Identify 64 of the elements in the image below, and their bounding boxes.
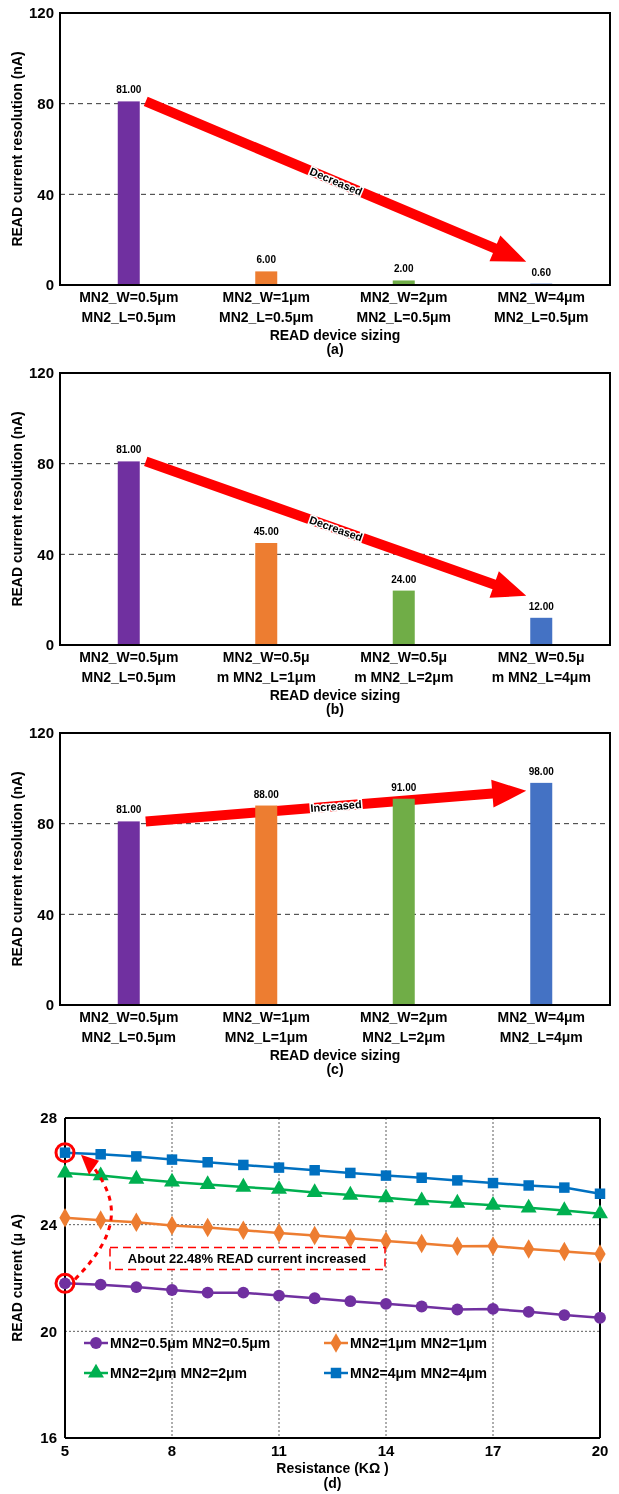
x-axis-title: READ device sizing xyxy=(269,327,401,343)
data-label: 0.60 xyxy=(531,266,552,278)
y-tick-label: 80 xyxy=(37,94,54,112)
data-label: 81.00 xyxy=(116,444,142,456)
data-label: 6.00 xyxy=(256,254,277,266)
data-label: 91.00 xyxy=(391,781,417,793)
data-label: 24.00 xyxy=(391,573,417,585)
y-tick-label: 0 xyxy=(45,996,54,1014)
x-tick-label: MN2_W=0.5μ m MN2_L=2μm xyxy=(354,649,454,685)
y-tick-label: 0 xyxy=(45,636,54,654)
x-tick-label: 14 xyxy=(377,1442,395,1459)
x-tick-label: MN2_W=0.5μm MN2_L=0.5μm xyxy=(79,649,179,685)
y-axis-title: READ current resolution (nA) xyxy=(9,51,25,247)
y-tick-label: 40 xyxy=(37,185,54,203)
data-label: 2.00 xyxy=(394,263,414,275)
annotation: Increased xyxy=(309,797,363,815)
y-tick-label: 120 xyxy=(28,4,54,22)
legend-label: MN2=2μm MN2=2μm xyxy=(110,1364,247,1381)
y-tick-label: 24 xyxy=(40,1215,58,1233)
x-tick-label: MN2_W=0.5μ m MN2_L=4μm xyxy=(491,649,591,685)
x-tick-label: 11 xyxy=(271,1442,287,1459)
x-tick-label: 20 xyxy=(591,1442,609,1459)
x-tick-label: MN2_W=1μm MN2_L=0.5μm xyxy=(218,289,314,325)
text: (c) xyxy=(326,1061,344,1077)
x-tick-label: MN2_W=1μm MN2_L=1μm xyxy=(222,1009,311,1045)
y-tick-label: 16 xyxy=(40,1429,57,1447)
y-tick-label: 28 xyxy=(40,1109,57,1127)
x-tick-label: MN2_W=2μm MN2_L=0.5μm xyxy=(356,289,452,325)
legend-label: MN2=0.5μm MN2=0.5μm xyxy=(110,1334,271,1351)
x-axis-title: READ device sizing xyxy=(269,687,401,703)
legend-label: MN2=1μm MN2=1μm xyxy=(350,1334,487,1351)
text: (d) xyxy=(323,1475,342,1491)
x-tick-label: 5 xyxy=(60,1442,70,1459)
legend-label: MN2=4μm MN2=4μm xyxy=(350,1364,487,1381)
y-tick-label: 40 xyxy=(37,545,54,563)
y-tick-label: 20 xyxy=(40,1322,57,1340)
data-label: 88.00 xyxy=(253,788,280,800)
data-label: 81.00 xyxy=(116,84,142,96)
x-tick-label: MN2_W=0.5μm MN2_L=0.5μm xyxy=(79,1009,179,1045)
text: (b) xyxy=(326,701,344,717)
y-axis-title: READ current (μ A) xyxy=(9,1214,25,1342)
x-axis-title: Resistance (KΩ ) xyxy=(276,1460,389,1476)
data-label: 45.00 xyxy=(253,526,280,537)
data-label: 81.00 xyxy=(116,804,142,816)
x-axis-title: READ device sizing xyxy=(269,1047,401,1063)
y-tick-label: 80 xyxy=(37,454,54,472)
text: (a) xyxy=(326,341,344,357)
y-axis-title: READ current resolution (nA) xyxy=(9,411,25,607)
y-tick-label: 0 xyxy=(45,276,54,294)
y-tick-label: 40 xyxy=(37,905,54,923)
x-tick-label: MN2_W=4μm MN2_L=0.5μm xyxy=(493,289,589,325)
y-tick-label: 120 xyxy=(28,724,54,742)
data-label: 12.00 xyxy=(528,600,555,612)
x-tick-label: 17 xyxy=(484,1442,502,1459)
annotation: About 22.48% READ current increased xyxy=(127,1251,367,1267)
y-axis-title: READ current resolution (nA) xyxy=(9,771,25,967)
x-tick-label: MN2_W=0.5μ m MN2_L=1μm xyxy=(216,649,316,685)
x-tick-label: MN2_W=4μm MN2_L=4μm xyxy=(497,1009,586,1045)
y-tick-label: 80 xyxy=(37,814,54,832)
data-label: 98.00 xyxy=(528,765,555,777)
x-tick-label: MN2_W=0.5μm MN2_L=0.5μm xyxy=(79,289,179,325)
x-tick-label: MN2_W=2μm MN2_L=2μm xyxy=(359,1009,448,1045)
x-tick-label: 8 xyxy=(167,1442,177,1459)
y-tick-label: 120 xyxy=(28,364,54,382)
